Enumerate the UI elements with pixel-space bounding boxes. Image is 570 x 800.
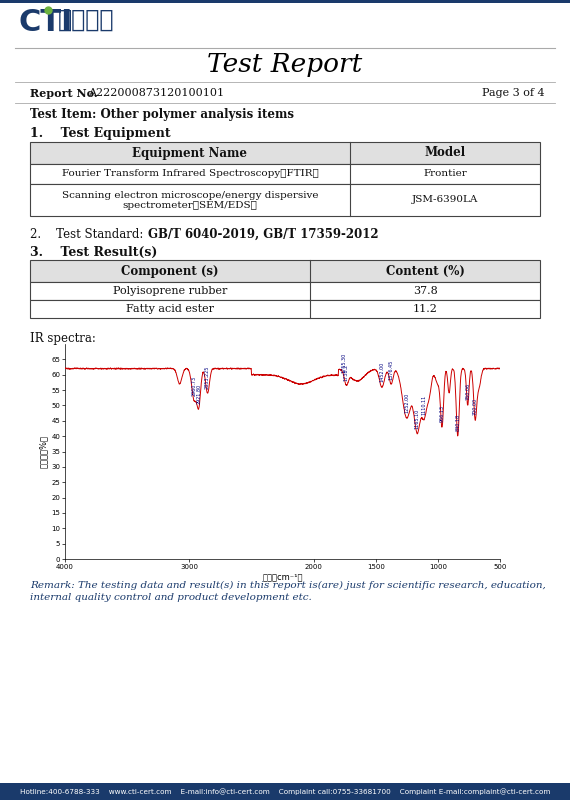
- Text: 1.    Test Equipment: 1. Test Equipment: [30, 127, 170, 140]
- Text: 3.    Test Result(s): 3. Test Result(s): [30, 246, 157, 259]
- Text: Content (%): Content (%): [385, 265, 465, 278]
- Text: 华测检测: 华测检测: [58, 8, 115, 32]
- Text: 37.8: 37.8: [413, 286, 437, 296]
- Text: Fourier Transform Infrared Spectroscopy（FTIR）: Fourier Transform Infrared Spectroscopy（…: [62, 170, 319, 178]
- Text: Scanning electron microscope/energy dispersive: Scanning electron microscope/energy disp…: [62, 190, 318, 199]
- X-axis label: 波数（cm⁻¹）: 波数（cm⁻¹）: [262, 573, 303, 582]
- Bar: [0, 783, 570, 800]
- Text: 1252.00: 1252.00: [404, 393, 409, 414]
- Text: 1452.00: 1452.00: [380, 362, 384, 382]
- Bar: [30, 142, 540, 164]
- Bar: [30, 300, 540, 318]
- Text: A222000873120100101: A222000873120100101: [88, 88, 224, 98]
- Text: 2960.73: 2960.73: [192, 376, 197, 396]
- Text: GB/T 6040-2019, GB/T 17359-2012: GB/T 6040-2019, GB/T 17359-2012: [148, 228, 378, 241]
- Text: 1165.10: 1165.10: [415, 409, 420, 429]
- Text: Polyisoprene rubber: Polyisoprene rubber: [113, 286, 227, 296]
- Bar: [30, 164, 540, 184]
- Text: Fatty acid ester: Fatty acid ester: [126, 304, 214, 314]
- Text: 966.13: 966.13: [439, 406, 445, 422]
- Text: Page 3 of 4: Page 3 of 4: [482, 88, 545, 98]
- Text: Test Item: Other polymer analysis items: Test Item: Other polymer analysis items: [30, 108, 294, 121]
- Text: 2853.225: 2853.225: [205, 365, 210, 389]
- Text: CTI: CTI: [18, 8, 72, 37]
- Text: 1376.45: 1376.45: [389, 359, 394, 379]
- Bar: [30, 282, 540, 300]
- Text: internal quality control and product development etc.: internal quality control and product dev…: [30, 593, 312, 602]
- Text: Component (s): Component (s): [121, 265, 219, 278]
- Text: spectrometer（SEM/EDS）: spectrometer（SEM/EDS）: [123, 202, 258, 210]
- Text: Equipment Name: Equipment Name: [132, 146, 247, 159]
- Text: Test Report: Test Report: [207, 52, 363, 77]
- Text: JSM-6390LA: JSM-6390LA: [412, 195, 478, 205]
- Text: 11.2: 11.2: [413, 304, 437, 314]
- Text: 1738.2: 1738.2: [344, 363, 349, 381]
- Text: Remark: The testing data and result(s) in this report is(are) just for scientifi: Remark: The testing data and result(s) i…: [30, 581, 545, 590]
- Text: 2921.80: 2921.80: [196, 384, 201, 404]
- Text: Model: Model: [425, 146, 466, 159]
- Text: Frontier: Frontier: [423, 170, 467, 178]
- Text: Report No.: Report No.: [30, 88, 97, 99]
- Text: 2.    Test Standard:: 2. Test Standard:: [30, 228, 147, 241]
- Text: IR spectra:: IR spectra:: [30, 332, 96, 345]
- Text: 700.00: 700.00: [473, 398, 478, 415]
- Y-axis label: 透光率（%）: 透光率（%）: [39, 435, 48, 468]
- Bar: [30, 260, 540, 282]
- Bar: [30, 184, 540, 216]
- Text: 1755.30: 1755.30: [341, 352, 347, 373]
- Text: 840.18: 840.18: [455, 414, 460, 431]
- Text: Hotline:400-6788-333    www.cti-cert.com    E-mail:info@cti-cert.com    Complain: Hotline:400-6788-333 www.cti-cert.com E-…: [20, 788, 550, 795]
- Text: 760.06: 760.06: [465, 383, 470, 401]
- Text: 1110.11: 1110.11: [422, 394, 427, 414]
- Bar: [0, 0, 570, 3]
